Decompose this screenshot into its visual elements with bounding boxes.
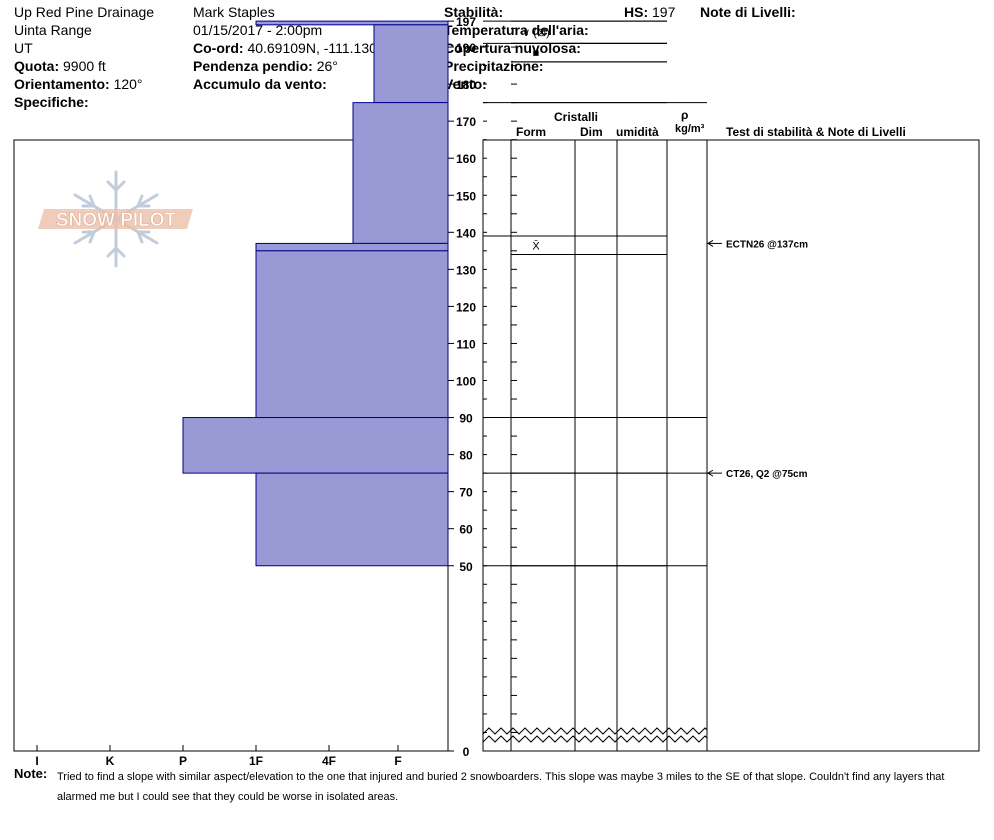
axis-break-icon xyxy=(482,727,708,735)
crystal-grid xyxy=(482,139,980,752)
range: Uinta Range xyxy=(14,22,92,38)
wind-loading-label: Accumulo da vento: xyxy=(193,76,327,92)
arrow-head-icon xyxy=(707,469,714,477)
stability-test-label: CT26, Q2 @75cm xyxy=(726,469,808,480)
snowpilot-logo: SNOW PILOT xyxy=(38,170,193,268)
location: Up Red Pine Drainage xyxy=(14,4,155,20)
aspect: Orientamento: 120° xyxy=(14,75,143,93)
hardness-tick-label: P xyxy=(179,754,187,765)
hs-value: 197 xyxy=(652,4,676,20)
height-tick-label: 140 xyxy=(456,226,476,240)
crystal-form-symbol: X̄ xyxy=(532,240,540,253)
height-tick-label: 60 xyxy=(459,523,473,537)
slope-angle: Pendenza pendio: 26° xyxy=(193,57,338,75)
crystal-layers: ∨ (⊠) ■ X̄ xyxy=(483,20,707,567)
crystals-heading: Cristalli xyxy=(554,110,599,124)
height-tick-label: 80 xyxy=(459,449,473,463)
wind-label: Vento: xyxy=(444,76,487,92)
hardness-bar xyxy=(255,250,449,419)
hardness-bar xyxy=(255,242,449,252)
moisture-heading: umidità xyxy=(616,125,659,139)
hardness-tick-label: K xyxy=(106,754,115,765)
hs-label: HS: xyxy=(624,4,649,20)
height-tick-label: 170 xyxy=(456,115,476,129)
dim-heading: Dim xyxy=(580,125,603,139)
crystal-form-symbol: ∨ (⊠) xyxy=(522,27,550,39)
observer: Mark Staples xyxy=(193,4,275,20)
aspect-value: 120° xyxy=(113,76,143,92)
form-heading: Form xyxy=(516,125,546,139)
height-tick-label: 130 xyxy=(456,263,476,277)
height-tick-label: 110 xyxy=(456,337,476,351)
coord-value: 40.69109N, -111.13072W xyxy=(247,40,406,56)
hardness-bar xyxy=(255,472,449,567)
height-tick-label: 50 xyxy=(459,560,473,574)
notes-text: Tried to find a slope with similar aspec… xyxy=(57,771,945,803)
stability-label: Stabilità: xyxy=(444,4,504,20)
crystal-form-symbol: ■ xyxy=(533,48,540,60)
coordinates: Co-ord: 40.69109N, -111.13072W xyxy=(193,39,406,57)
density-unit-heading: kg/m³ xyxy=(675,123,705,135)
snow-profile-chart: SNOW PILOT I K P 1F 4F F 0 50 60 70 80 90 100 110 120… xyxy=(13,15,980,765)
hardness-bar xyxy=(255,20,449,26)
height-tick-label: 100 xyxy=(456,375,476,389)
datetime: 01/15/2017 - 2:00pm xyxy=(193,22,323,38)
height-tick-label: 120 xyxy=(456,300,476,314)
axis-break-icon xyxy=(482,735,708,743)
elevation-label: Quota: xyxy=(14,58,60,74)
aspect-label: Orientamento: xyxy=(14,76,110,92)
height-tick-label: 180 xyxy=(456,78,476,92)
stability-notes-heading: Test di stabilità & Note di Livelli xyxy=(726,125,906,139)
height-tick-label: 197 xyxy=(456,15,476,29)
cloud-cover-label: Copertura nuvolosa: xyxy=(444,40,581,56)
logo-band xyxy=(38,209,193,229)
hardness-bar xyxy=(352,102,449,244)
snow-height: HS: 197 xyxy=(624,3,675,21)
logo-text: SNOW PILOT xyxy=(56,210,177,231)
hardness-tick-label: F xyxy=(394,754,401,765)
slope-value: 26° xyxy=(316,58,338,74)
stability-test-label: ECTN26 @137cm xyxy=(726,239,808,250)
coord-label: Co-ord: xyxy=(193,40,244,56)
elevation: Quota: 9900 ft xyxy=(14,57,106,75)
state: UT xyxy=(14,40,33,56)
height-tick-label: 70 xyxy=(459,486,473,500)
air-temp-label: Temperatura dell'aria: xyxy=(444,22,589,38)
hardness-tick-label: I xyxy=(35,754,38,765)
height-axis: 0 50 60 70 80 90 100 110 120 130 140 150 160 170 180 19… xyxy=(448,15,517,759)
crystal-grid-frame xyxy=(482,139,980,752)
hardness-tick-label: 4F xyxy=(322,754,336,765)
height-tick-label: 90 xyxy=(459,412,473,426)
hardness-axis: I K P 1F 4F F xyxy=(35,745,402,765)
height-tick-label: 160 xyxy=(456,152,476,166)
layer-notes-label: Note di Livelli: xyxy=(700,4,796,20)
hardness-layers xyxy=(182,20,449,567)
hardness-tick-label: 1F xyxy=(249,754,263,765)
stability-tests: ECTN26 @137cm CT26, Q2 @75cm xyxy=(707,239,808,480)
hardness-bar xyxy=(182,417,449,474)
height-tick-label: 150 xyxy=(456,189,476,203)
notes-label: Note: xyxy=(14,766,48,781)
slope-label: Pendenza pendio: xyxy=(193,58,313,74)
arrow-head-icon xyxy=(707,239,714,247)
hardness-bar xyxy=(373,24,449,104)
specifics-label: Specifiche: xyxy=(14,94,89,110)
rho-heading: ρ xyxy=(681,108,689,122)
height-tick-label: 0 xyxy=(463,745,470,759)
elevation-value: 9900 ft xyxy=(63,58,106,74)
height-tick-label: 190 xyxy=(456,41,476,55)
